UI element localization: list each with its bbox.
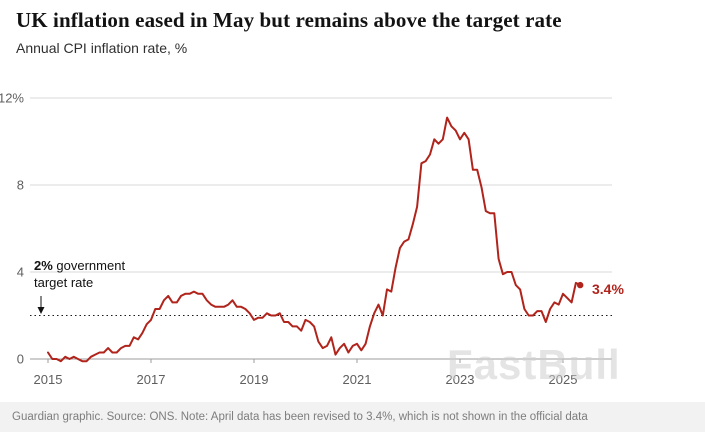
y-axis-label: 12% <box>0 91 24 106</box>
y-axis-label: 4 <box>17 265 24 280</box>
x-axis-label: 2017 <box>137 372 166 387</box>
y-axis-label: 0 <box>17 352 24 367</box>
x-axis-label: 2023 <box>446 372 475 387</box>
source-footnote: Guardian graphic. Source: ONS. Note: Apr… <box>0 402 705 432</box>
target-rate-text-2: target rate <box>34 275 94 290</box>
annotation-arrow-head <box>37 307 45 314</box>
latest-value-label: 3.4% <box>592 281 624 297</box>
target-rate-text-1: government <box>52 258 126 273</box>
x-axis-label: 2025 <box>549 372 578 387</box>
latest-value-dot <box>577 281 584 289</box>
chart-subtitle: Annual CPI inflation rate, % <box>16 40 188 56</box>
chart-title: UK inflation eased in May but remains ab… <box>16 8 562 32</box>
y-axis-label: 8 <box>17 178 24 193</box>
watermark-text: FastBull <box>447 341 621 388</box>
x-axis-label: 2021 <box>343 372 372 387</box>
target-rate-value: 2% <box>34 258 53 273</box>
target-rate-annotation: 2% government target rate <box>34 257 125 291</box>
x-axis-label: 2019 <box>240 372 269 387</box>
x-axis-label: 2015 <box>34 372 63 387</box>
inflation-line <box>47 116 582 363</box>
